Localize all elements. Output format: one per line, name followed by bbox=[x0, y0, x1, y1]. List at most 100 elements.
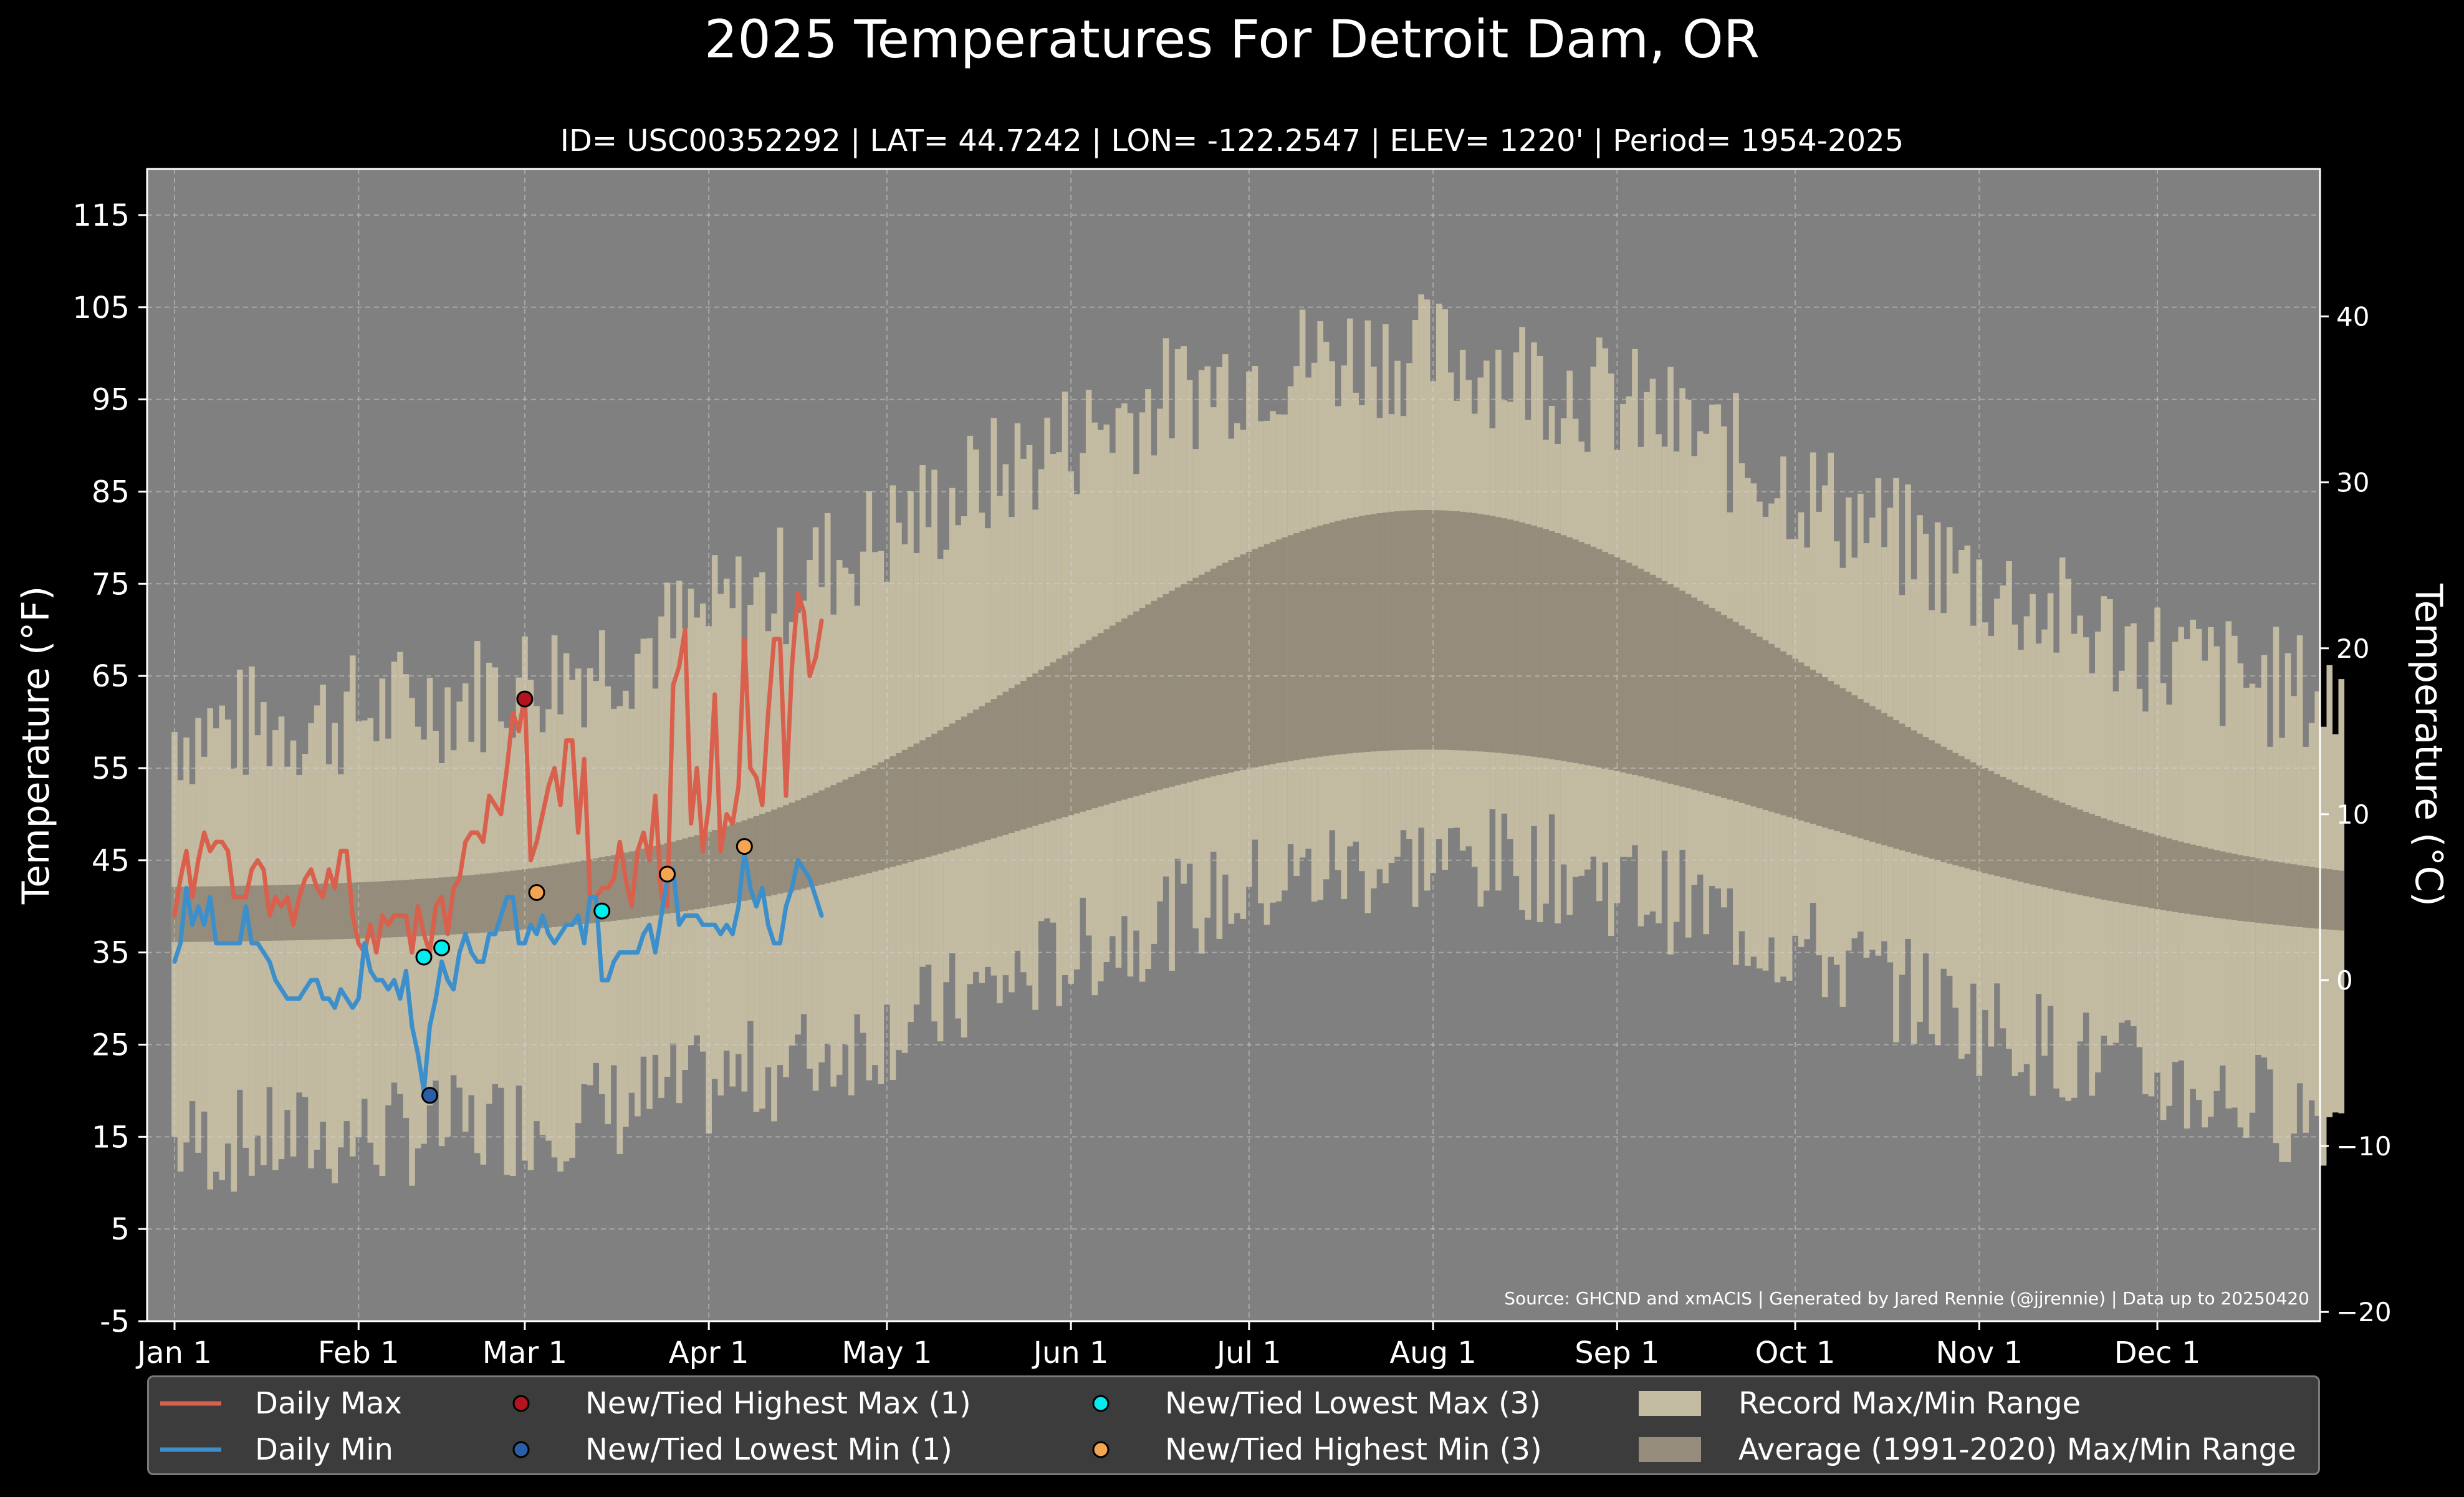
average-range-bar bbox=[2160, 837, 2167, 910]
average-range-bar bbox=[1465, 512, 1472, 751]
average-range-bar bbox=[545, 866, 552, 928]
average-range-bar bbox=[1893, 720, 1899, 849]
record-range-bar bbox=[949, 488, 956, 953]
average-range-bar bbox=[1626, 562, 1632, 774]
average-range-bar bbox=[878, 762, 884, 870]
average-range-bar bbox=[824, 787, 831, 883]
average-range-bar bbox=[1525, 524, 1532, 756]
average-range-bar bbox=[1721, 615, 1727, 798]
record-range-bar bbox=[2131, 623, 2137, 1026]
average-range-bar bbox=[367, 882, 374, 938]
average-range-bar bbox=[1543, 529, 1549, 759]
average-range-bar bbox=[777, 807, 784, 894]
average-range-bar bbox=[492, 872, 499, 932]
legend-label: Record Max/Min Range bbox=[1738, 1386, 2081, 1421]
average-range-bar bbox=[990, 699, 997, 839]
average-range-bar bbox=[812, 792, 819, 886]
average-range-bar bbox=[1026, 677, 1033, 828]
average-range-bar bbox=[2006, 779, 2012, 879]
average-range-bar bbox=[1738, 625, 1745, 803]
chart-subtitle: ID= USC00352292 | LAT= 44.7242 | LON= -1… bbox=[560, 123, 1904, 158]
legend-label: New/Tied Lowest Min (1) bbox=[585, 1432, 952, 1467]
average-range-bar bbox=[426, 878, 433, 936]
average-range-bar bbox=[1578, 542, 1584, 764]
average-range-bar bbox=[771, 809, 777, 895]
average-range-bar bbox=[1424, 510, 1431, 750]
average-range-bar bbox=[1774, 647, 1781, 814]
average-range-bar bbox=[450, 876, 457, 935]
average-range-bar bbox=[1080, 643, 1086, 812]
average-range-bar bbox=[1917, 733, 1923, 855]
y-axis-right: −20 −10 0 10 20 30 40 bbox=[2320, 302, 2392, 1327]
average-range-bar bbox=[1484, 514, 1490, 752]
average-range-bar bbox=[1263, 544, 1270, 766]
average-range-bar bbox=[2119, 824, 2125, 903]
average-range-bar bbox=[1228, 560, 1235, 773]
average-range-bar bbox=[593, 858, 599, 923]
record-range-bar bbox=[290, 740, 297, 1157]
legend-label: New/Tied Highest Max (1) bbox=[585, 1386, 971, 1421]
average-range-bar bbox=[581, 860, 587, 925]
average-range-bar bbox=[931, 733, 937, 855]
record-marker bbox=[421, 1087, 438, 1104]
average-range-bar bbox=[1685, 594, 1692, 789]
average-range-bar bbox=[2095, 816, 2101, 899]
average-range-bar bbox=[1614, 557, 1621, 771]
average-range-bar bbox=[611, 855, 617, 921]
average-range-bar bbox=[527, 868, 534, 930]
average-range-bar bbox=[949, 723, 956, 850]
average-range-bar bbox=[1768, 643, 1775, 812]
average-range-bar bbox=[296, 884, 302, 940]
average-range-bar bbox=[1222, 562, 1229, 774]
average-range-bar bbox=[2232, 854, 2238, 920]
average-range-bar bbox=[486, 873, 492, 933]
record-range-bar bbox=[2124, 626, 2131, 1021]
average-range-bar bbox=[1804, 666, 1810, 822]
average-range-bar bbox=[1323, 524, 1330, 756]
average-range-bar bbox=[1644, 571, 1650, 778]
record-range-bar bbox=[207, 708, 213, 1190]
average-range-bar bbox=[729, 824, 736, 903]
average-range-bar bbox=[2083, 812, 2089, 897]
average-range-bar bbox=[973, 710, 979, 844]
record-range-bar bbox=[308, 723, 314, 1168]
record-range-bar bbox=[189, 784, 196, 1101]
record-range-bar bbox=[177, 780, 184, 1172]
average-range-bar bbox=[688, 837, 694, 910]
average-range-bar bbox=[2112, 822, 2119, 902]
average-range-bar bbox=[1234, 557, 1240, 771]
average-range-bar bbox=[1020, 681, 1027, 830]
average-range-bar bbox=[1507, 519, 1513, 754]
average-range-bar bbox=[332, 883, 338, 940]
average-range-bar bbox=[1697, 600, 1704, 792]
average-range-bar bbox=[1252, 549, 1258, 768]
average-range-bar bbox=[1596, 549, 1603, 768]
legend-label: Daily Max bbox=[255, 1386, 402, 1421]
x-tick-label: Feb 1 bbox=[318, 1336, 400, 1370]
average-range-bar bbox=[1821, 677, 1828, 828]
average-range-bar bbox=[2273, 861, 2279, 925]
legend: Daily Max Daily Min New/Tied Highest Max… bbox=[147, 1375, 2320, 1475]
average-range-bar bbox=[1922, 737, 1929, 857]
average-range-bar bbox=[343, 883, 350, 939]
average-range-bar bbox=[2332, 870, 2339, 930]
average-range-bar bbox=[1341, 519, 1348, 754]
average-range-bar bbox=[308, 884, 314, 940]
average-range-bar bbox=[373, 881, 380, 938]
average-range-bar bbox=[1299, 531, 1306, 759]
average-range-bar bbox=[272, 885, 279, 941]
average-range-bar bbox=[1162, 594, 1169, 789]
y-right-tick-label: 0 bbox=[2336, 965, 2353, 996]
average-range-bar bbox=[1472, 513, 1478, 751]
x-tick-label: Dec 1 bbox=[2114, 1336, 2201, 1370]
average-range-bar bbox=[1994, 774, 2000, 877]
average-range-bar bbox=[1418, 510, 1424, 750]
average-range-bar bbox=[2261, 859, 2268, 924]
x-tick-label: Nov 1 bbox=[1936, 1336, 2023, 1370]
average-range-bar bbox=[1311, 527, 1318, 758]
average-range-bar bbox=[2154, 835, 2160, 910]
average-range-bar bbox=[2303, 866, 2309, 928]
record-range-bar bbox=[824, 513, 831, 1044]
average-range-bar bbox=[1394, 511, 1401, 751]
average-range-bar bbox=[2000, 776, 2006, 878]
